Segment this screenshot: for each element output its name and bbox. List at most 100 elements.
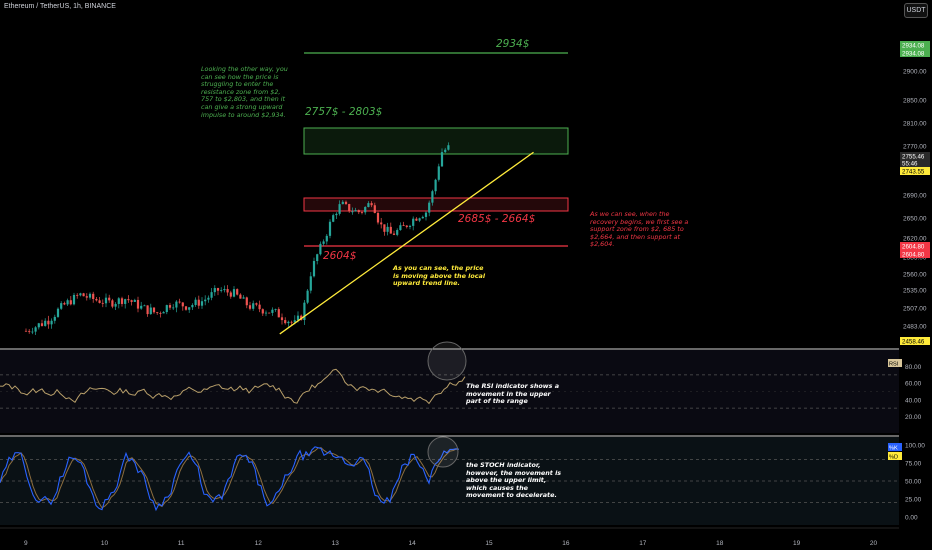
candle-body bbox=[76, 294, 79, 296]
price-tag-label: 2934.08 bbox=[902, 50, 925, 57]
candle-body bbox=[280, 317, 284, 321]
candle-body bbox=[367, 203, 370, 208]
trend-line-group bbox=[279, 151, 534, 335]
time-tick-label: 19 bbox=[793, 540, 801, 547]
note-resistance: Looking the other way, you can see how t… bbox=[201, 65, 288, 119]
price-tag-label: 2458.46 bbox=[902, 338, 925, 345]
candle-body bbox=[146, 305, 149, 315]
stoch-tick-label: 0.00 bbox=[905, 515, 918, 522]
candle-body bbox=[53, 316, 56, 321]
time-tick-label: 15 bbox=[485, 540, 493, 547]
time-tick-label: 9 bbox=[24, 540, 28, 547]
resistance-zone bbox=[303, 127, 569, 155]
time-tick-label: 11 bbox=[178, 540, 185, 547]
candle-body bbox=[312, 261, 316, 277]
candle-body bbox=[204, 299, 207, 302]
candle-body bbox=[34, 327, 37, 332]
candle-body bbox=[293, 320, 296, 323]
candle-body bbox=[95, 299, 98, 301]
candle-body bbox=[188, 307, 191, 310]
price-tick-label: 2507.00 bbox=[903, 306, 927, 313]
label-target: 2934$ bbox=[496, 38, 530, 50]
price-tick-label: 2850.00 bbox=[903, 98, 927, 105]
candle-body bbox=[85, 296, 88, 298]
stoch-series bbox=[0, 446, 460, 512]
stoch-d-badge-bg bbox=[888, 452, 902, 460]
candle-body bbox=[69, 300, 72, 305]
price-tick-label: 2770.00 bbox=[903, 144, 927, 151]
candle-body bbox=[341, 201, 344, 205]
candle-body bbox=[184, 306, 188, 310]
candle-body bbox=[220, 290, 223, 291]
stoch-d-badge-label: %D bbox=[889, 455, 898, 461]
currency-button[interactable]: USDT bbox=[904, 3, 928, 18]
candle-body bbox=[332, 215, 335, 222]
candle-body bbox=[178, 301, 181, 303]
candle-body bbox=[200, 301, 204, 306]
candle-body bbox=[412, 218, 415, 226]
candle-body bbox=[127, 299, 130, 301]
candle-body bbox=[136, 299, 140, 309]
candle-body bbox=[399, 225, 402, 231]
candle-body bbox=[444, 149, 447, 153]
candle-body bbox=[268, 312, 271, 314]
candlestick-series[interactable] bbox=[24, 142, 450, 335]
candle-body bbox=[245, 297, 248, 306]
price-tick-label: 2650.00 bbox=[903, 216, 927, 223]
candle-body bbox=[152, 307, 156, 313]
label-resistance: 2757$ - 2803$ bbox=[305, 106, 383, 118]
price-tag-label: 2604.80 bbox=[902, 243, 925, 250]
rsi-pane-bg bbox=[0, 350, 899, 433]
candle-body bbox=[50, 320, 53, 325]
candle-body bbox=[172, 307, 175, 309]
candle-body bbox=[56, 308, 60, 317]
rsi-highlight-circle bbox=[427, 341, 467, 381]
time-tick-label: 10 bbox=[101, 540, 109, 547]
candle-body bbox=[328, 221, 332, 236]
price-tick-label: 2483.00 bbox=[903, 324, 927, 331]
candle-body bbox=[325, 235, 328, 242]
candle-body bbox=[322, 241, 325, 244]
candle-body bbox=[79, 293, 82, 296]
price-tag-bg bbox=[900, 167, 930, 175]
candle-body bbox=[287, 321, 290, 324]
stoch-highlight-circle bbox=[427, 436, 459, 468]
candle-body bbox=[31, 331, 34, 333]
candle-body bbox=[101, 302, 104, 304]
time-tick-label: 17 bbox=[639, 540, 647, 547]
candle-body bbox=[37, 323, 40, 328]
stoch-k-line bbox=[0, 446, 460, 512]
stoch-k-badge-label: %K bbox=[889, 446, 898, 452]
candle-body bbox=[354, 210, 357, 212]
candle-body bbox=[373, 205, 376, 213]
price-tag-label: 55:46 bbox=[902, 160, 918, 167]
candle-body bbox=[242, 297, 245, 299]
stoch-k-badge-bg bbox=[888, 443, 902, 451]
candle-body bbox=[421, 216, 424, 219]
note-trendline: As you can see, the price is moving abov… bbox=[393, 264, 486, 288]
candle-body bbox=[82, 293, 85, 297]
candle-body bbox=[210, 292, 213, 298]
candle-body bbox=[60, 303, 63, 309]
candle-body bbox=[296, 315, 300, 321]
price-tick-label: 2535.00 bbox=[903, 288, 927, 295]
candle-body bbox=[175, 301, 178, 308]
candle-body bbox=[248, 305, 252, 309]
price-tick-label: 2900.00 bbox=[903, 69, 927, 76]
candle-body bbox=[309, 276, 312, 291]
candle-body bbox=[418, 218, 421, 221]
candle-body bbox=[216, 288, 220, 291]
price-tag-label: 2755.46 bbox=[902, 153, 925, 160]
candle-body bbox=[431, 191, 434, 203]
candle-body bbox=[383, 224, 386, 232]
candle-body bbox=[316, 254, 319, 262]
candle-body bbox=[213, 288, 216, 293]
candle-body bbox=[44, 320, 47, 326]
candle-body bbox=[252, 303, 255, 309]
candle-body bbox=[284, 320, 287, 324]
trend-line bbox=[279, 151, 534, 335]
rsi-tick-label: 80.00 bbox=[905, 364, 922, 371]
candle-body bbox=[405, 225, 408, 227]
